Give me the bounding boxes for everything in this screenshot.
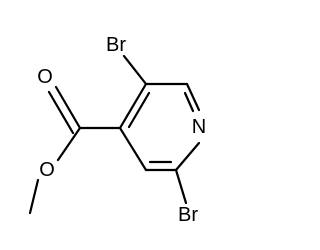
bond	[185, 82, 201, 112]
bond	[56, 126, 82, 162]
bond	[118, 126, 148, 172]
atom-label: O	[37, 66, 53, 88]
atom-label: Br	[178, 204, 198, 226]
bond	[122, 54, 148, 86]
atom-label: Br	[106, 34, 126, 56]
bonds	[28, 54, 201, 215]
bond	[174, 141, 201, 172]
double-bond	[127, 91, 151, 129]
double-bond	[47, 90, 75, 135]
bond	[28, 178, 40, 215]
atom-label: N	[192, 116, 206, 138]
atom-label: O	[39, 159, 55, 181]
double-bond	[183, 91, 195, 113]
structure-diagram: Br N Br O O	[28, 34, 206, 226]
bond	[54, 85, 82, 130]
bond	[174, 168, 188, 205]
bond	[118, 82, 148, 130]
